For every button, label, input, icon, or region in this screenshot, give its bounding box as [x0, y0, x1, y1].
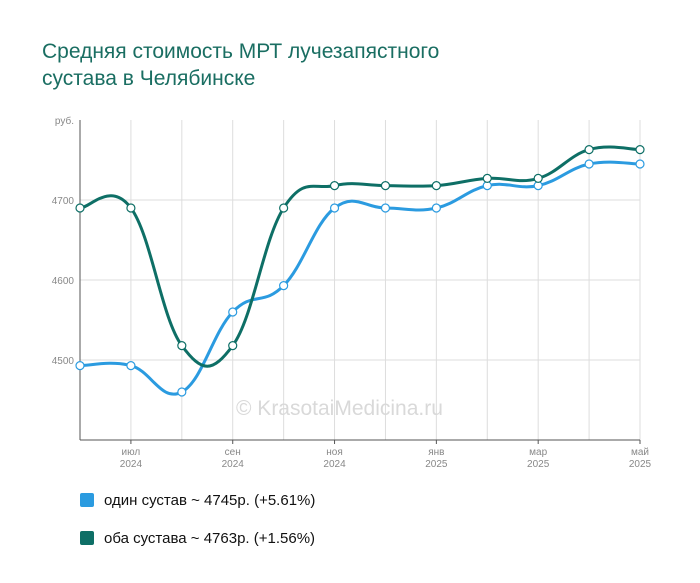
- y-tick-label: 4700: [52, 196, 75, 207]
- data-point-both-joints: [584, 145, 594, 155]
- watermark: © KrasotaiMedicina.ru: [236, 397, 443, 420]
- legend-item-both-joints: оба сустава ~ 4763р. (+1.56%): [80, 528, 315, 548]
- chart-title-line-1: Средняя стоимость МРТ лучезапястного: [42, 40, 440, 63]
- data-point-one-joint: [380, 203, 391, 213]
- y-axis-unit-label: руб.: [55, 115, 74, 127]
- x-tick-label-month: сен: [225, 447, 241, 458]
- data-point-both-joints: [431, 181, 441, 191]
- x-tick-label-year: 2024: [323, 459, 346, 470]
- legend-label-one-joint: один сустав ~ 4745р. (+5.61%): [104, 491, 316, 509]
- data-point-one-joint: [635, 159, 645, 169]
- data-point-one-joint: [329, 203, 340, 213]
- data-point-one-joint: [584, 159, 594, 169]
- data-point-both-joints: [279, 203, 289, 213]
- chart-title-line-2: сустава в Челябинске: [42, 67, 256, 90]
- data-point-one-joint: [177, 387, 187, 397]
- data-point-both-joints: [635, 145, 645, 155]
- legend-item-one-joint: один сустав ~ 4745р. (+5.61%): [80, 490, 315, 510]
- legend: один сустав ~ 4745р. (+5.61%) оба сустав…: [80, 490, 315, 566]
- legend-label-both-joints: оба сустава ~ 4763р. (+1.56%): [104, 529, 316, 547]
- data-point-both-joints: [228, 341, 238, 351]
- y-tick-label: 4500: [52, 356, 75, 367]
- legend-swatch-one-joint: [80, 493, 94, 507]
- x-tick-label-month: мар: [529, 447, 547, 458]
- data-point-both-joints: [177, 341, 187, 351]
- data-point-both-joints: [533, 173, 543, 183]
- x-tick-label-month: май: [631, 447, 649, 458]
- data-point-one-joint: [75, 361, 85, 371]
- data-point-one-joint: [279, 281, 289, 291]
- data-point-one-joint: [431, 203, 441, 213]
- data-point-one-joint: [126, 361, 136, 371]
- data-point-both-joints: [482, 173, 492, 183]
- x-tick-label-month: июл: [122, 447, 141, 458]
- data-point-both-joints: [75, 203, 85, 213]
- x-tick-label-year: 2025: [425, 459, 448, 470]
- chart-title: Средняя стоимость МРТ лучезапястного сус…: [42, 38, 642, 92]
- x-tick-label-year: 2025: [629, 459, 652, 470]
- x-tick-label-year: 2024: [222, 459, 245, 470]
- data-point-both-joints: [329, 181, 340, 191]
- data-point-one-joint: [228, 307, 238, 317]
- y-tick-label: 4600: [52, 276, 75, 287]
- series-line-one-joint: [78, 160, 642, 396]
- x-tick-label-year: 2024: [120, 459, 143, 470]
- data-point-both-joints: [126, 203, 136, 213]
- legend-swatch-both-joints: [80, 531, 94, 545]
- x-tick-label-month: янв: [428, 447, 444, 458]
- data-point-both-joints: [380, 181, 391, 191]
- x-tick-label-month: ноя: [326, 447, 343, 458]
- x-tick-label-year: 2025: [527, 459, 550, 470]
